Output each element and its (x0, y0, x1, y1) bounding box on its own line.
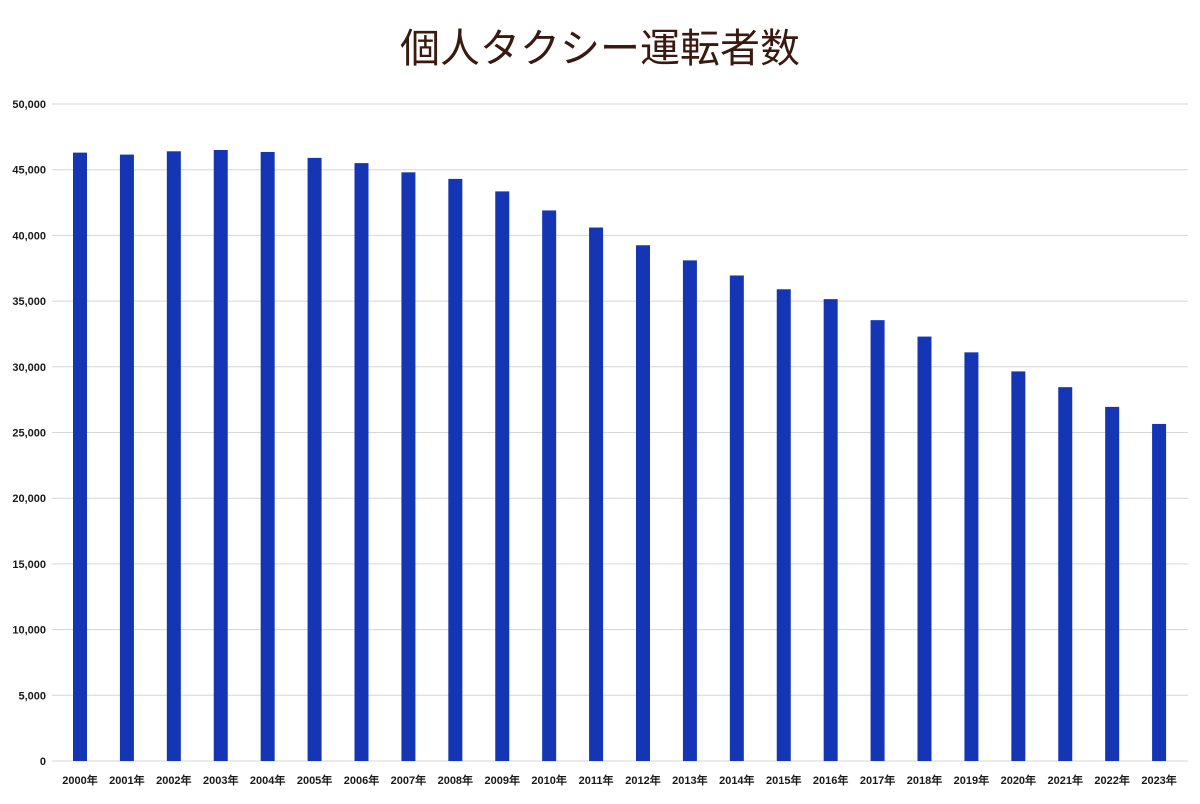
y-tick-label: 15,000 (12, 559, 46, 571)
x-tick-label: 2014年 (719, 773, 754, 787)
bar (1105, 406, 1120, 761)
bar (729, 275, 744, 761)
bar (166, 151, 181, 761)
x-tick-label: 2004年 (250, 773, 285, 787)
bar (73, 152, 87, 762)
x-tick-label: 2017年 (860, 773, 895, 787)
x-tick-label: 2009年 (485, 773, 520, 787)
x-tick-label: 2012年 (625, 773, 660, 787)
bar (495, 191, 510, 762)
x-tick-label: 2001年 (109, 773, 144, 787)
x-tick-label: 2020年 (1001, 773, 1036, 787)
y-axis-ticks: 0 5,000 10,000 15,000 20,000 25,000 30,000 35,0… (12, 99, 46, 768)
bar (823, 299, 838, 761)
bar (964, 352, 979, 761)
y-tick-label: 50,000 (12, 99, 46, 111)
x-tick-label: 2003年 (203, 773, 238, 787)
bar (354, 163, 369, 761)
bar (776, 289, 791, 761)
bar (1058, 387, 1073, 761)
bar (870, 320, 885, 761)
gridlines (52, 103, 1188, 762)
x-tick-label: 2008年 (438, 773, 473, 787)
x-tick-label: 2010年 (531, 773, 566, 787)
y-tick-label: 30,000 (12, 362, 46, 374)
bar (1011, 371, 1026, 761)
bars (73, 149, 1167, 762)
y-tick-label: 10,000 (12, 625, 46, 637)
bar (448, 178, 463, 761)
x-tick-label: 2021年 (1048, 773, 1083, 787)
bar (542, 210, 557, 761)
bar (682, 260, 697, 761)
x-tick-label: 2022年 (1094, 773, 1129, 787)
x-axis-ticks: 2000年 2001年 2002年 2003年 2004年 2005年 2006年 2007年… (62, 773, 1177, 787)
bar (119, 154, 134, 762)
x-tick-label: 2011年 (579, 773, 614, 787)
chart-title: 個人タクシー運転者数 (400, 26, 800, 72)
x-tick-label: 2005年 (297, 773, 332, 787)
x-tick-label: 2023年 (1141, 773, 1176, 787)
x-tick-label: 2015年 (766, 773, 801, 787)
x-tick-label: 2016年 (813, 773, 848, 787)
x-tick-label: 2007年 (391, 773, 426, 787)
bar (213, 149, 228, 762)
x-tick-label: 2000年 (62, 773, 97, 787)
bar (636, 245, 650, 761)
x-tick-label: 2019年 (954, 773, 989, 787)
y-tick-label: 25,000 (12, 428, 46, 440)
x-tick-label: 2002年 (156, 773, 191, 787)
y-tick-label: 0 (40, 756, 46, 768)
bar (1152, 423, 1167, 761)
bar (307, 157, 322, 761)
y-tick-label: 40,000 (12, 230, 46, 242)
x-tick-label: 2013年 (672, 773, 707, 787)
y-tick-label: 5,000 (18, 690, 46, 702)
bar (260, 151, 275, 761)
bar (401, 172, 416, 761)
x-tick-label: 2006年 (344, 773, 379, 787)
y-tick-label: 35,000 (12, 296, 46, 308)
bar (589, 227, 604, 762)
y-tick-label: 45,000 (12, 165, 46, 177)
y-tick-label: 20,000 (12, 493, 46, 505)
bar (917, 336, 932, 761)
x-tick-label: 2018年 (907, 773, 942, 787)
